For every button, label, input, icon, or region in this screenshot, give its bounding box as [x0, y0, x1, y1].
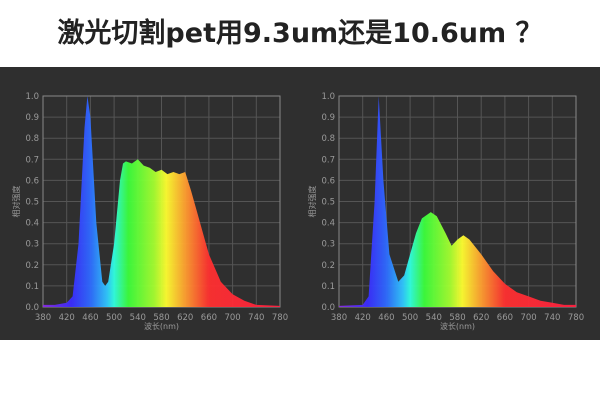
y-tick-label: 0.7 [321, 155, 335, 165]
x-tick-label: 500 [106, 313, 122, 323]
x-tick-label: 780 [568, 313, 584, 323]
x-tick-label: 540 [130, 313, 146, 323]
x-tick-label: 380 [331, 313, 347, 323]
overlay-title: 激光切割pet用9.3um还是10.6um ？ [57, 18, 543, 49]
y-tick-label: 1.0 [321, 92, 335, 102]
x-tick-label: 620 [473, 313, 489, 323]
x-tick-label: 620 [177, 313, 193, 323]
y-tick-label: 0.3 [321, 240, 335, 250]
x-tick-label: 580 [449, 313, 465, 323]
x-tick-label: 700 [520, 313, 536, 323]
spectrum-area [339, 96, 576, 307]
x-axis-label: 波长(nm) [144, 321, 179, 331]
x-tick-label: 540 [426, 313, 442, 323]
x-tick-label: 660 [497, 313, 513, 323]
y-axis-label: 相对强度 [307, 186, 317, 218]
x-tick-label: 420 [59, 313, 75, 323]
x-tick-label: 780 [272, 313, 288, 323]
y-tick-label: 0.2 [25, 261, 39, 271]
y-tick-label: 0.4 [25, 219, 39, 229]
x-tick-label: 580 [153, 313, 169, 323]
y-tick-label: 0.3 [25, 240, 39, 250]
chart-1: 0.0 0.1 0.2 0.3 0.4 0.5 0.6 0.7 0.8 0.9 1.0 380 420 4… [11, 92, 288, 331]
x-tick-label: 740 [544, 313, 560, 323]
x-tick-label: 460 [82, 313, 98, 323]
x-tick-label: 700 [224, 313, 240, 323]
y-tick-label: 0.4 [321, 219, 335, 229]
y-tick-label: 0.8 [321, 134, 335, 144]
x-tick-label: 460 [378, 313, 394, 323]
y-tick-label: 1.0 [25, 92, 39, 102]
y-tick-label: 0.1 [321, 282, 335, 292]
y-tick-label: 0.2 [321, 261, 335, 271]
y-tick-label: 0.8 [25, 134, 39, 144]
y-tick-label: 0.9 [321, 113, 335, 123]
y-tick-label: 0.5 [321, 198, 335, 208]
y-tick-label: 0.7 [25, 155, 39, 165]
y-tick-label: 0.1 [25, 282, 39, 292]
chart-2: 0.0 0.1 0.2 0.3 0.4 0.5 0.6 0.7 0.8 0.9 1.0 380 420 4… [307, 92, 584, 331]
y-tick-label: 0.6 [321, 176, 335, 186]
y-tick-label: 0.0 [25, 303, 39, 313]
x-tick-label: 500 [402, 313, 418, 323]
x-axis-label: 波长(nm) [440, 321, 475, 331]
y-tick-label: 0.0 [321, 303, 335, 313]
y-tick-label: 0.9 [25, 113, 39, 123]
y-tick-label: 0.6 [25, 176, 39, 186]
x-tick-label: 420 [355, 313, 371, 323]
spectrum-area [43, 96, 280, 307]
x-tick-label: 380 [35, 313, 51, 323]
x-tick-label: 740 [248, 313, 264, 323]
y-tick-label: 0.5 [25, 198, 39, 208]
x-tick-label: 660 [201, 313, 217, 323]
y-axis-label: 相对强度 [11, 186, 21, 218]
